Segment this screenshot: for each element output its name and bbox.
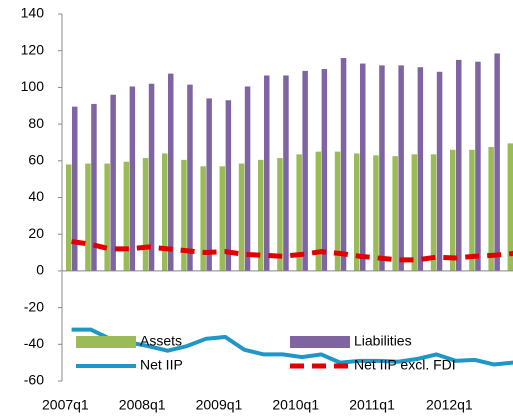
bar [110,94,116,271]
bar [373,155,379,271]
bar [206,98,212,271]
bar [296,154,302,271]
y-tick-label: 60 [28,152,44,168]
legend-label: Assets [140,333,182,349]
bar [129,86,136,271]
legend-swatch [76,336,136,348]
bar [360,63,366,271]
bar [85,163,91,271]
bar [264,75,270,271]
bar [219,166,226,271]
bar [456,59,462,271]
legend-label: Net IIP excl. FDI [354,357,456,373]
bar [430,154,437,271]
bar [469,149,475,271]
legend-label: Liabilities [354,333,412,349]
bar [181,159,187,271]
legend-swatch [290,336,350,348]
bar [488,147,494,271]
bar [334,151,341,271]
y-tick-label: -20 [24,298,44,314]
line [71,327,513,367]
y-tick-label: 100 [21,78,45,94]
y-tick-label: 140 [21,5,45,21]
bar [148,83,155,271]
bar [507,143,513,271]
y-tick-label: 20 [28,225,44,241]
bar [142,158,149,271]
bar [225,100,232,271]
bar [354,153,360,271]
bar [91,103,97,271]
bar [392,156,398,271]
y-tick-label: 40 [28,188,44,204]
bar [417,67,424,271]
bar [238,163,245,271]
bar [340,58,347,271]
bar [244,86,251,271]
bar [302,70,308,271]
bar [258,159,264,271]
bar [315,151,322,271]
bar [104,163,110,271]
line [71,239,513,263]
bar [187,84,193,271]
bar [168,73,174,271]
x-tick-label: 2012q1 [426,397,473,413]
bar [411,154,418,271]
y-tick-label: 0 [36,262,44,278]
bar [379,65,385,271]
bar [436,71,443,271]
bar [162,153,168,271]
x-tick-label: 2007q1 [42,397,89,413]
bar [475,61,481,271]
bar [494,53,500,271]
legend-label: Net IIP [140,357,183,373]
x-tick-label: 2008q1 [119,397,166,413]
bar [66,164,72,271]
y-tick-label: -40 [24,335,44,351]
bar [321,69,328,271]
bar [277,158,283,271]
y-tick-label: 80 [28,115,44,131]
bar [398,65,404,271]
x-tick-label: 2009q1 [196,397,243,413]
bar [283,75,289,271]
bar [450,149,456,271]
bar [123,161,130,271]
y-tick-label: 120 [21,41,45,57]
bar [72,106,78,271]
x-tick-label: 2011q1 [349,397,395,413]
bar [200,166,206,271]
x-tick-label: 2010q1 [272,397,319,413]
y-tick-label: -60 [24,372,44,388]
